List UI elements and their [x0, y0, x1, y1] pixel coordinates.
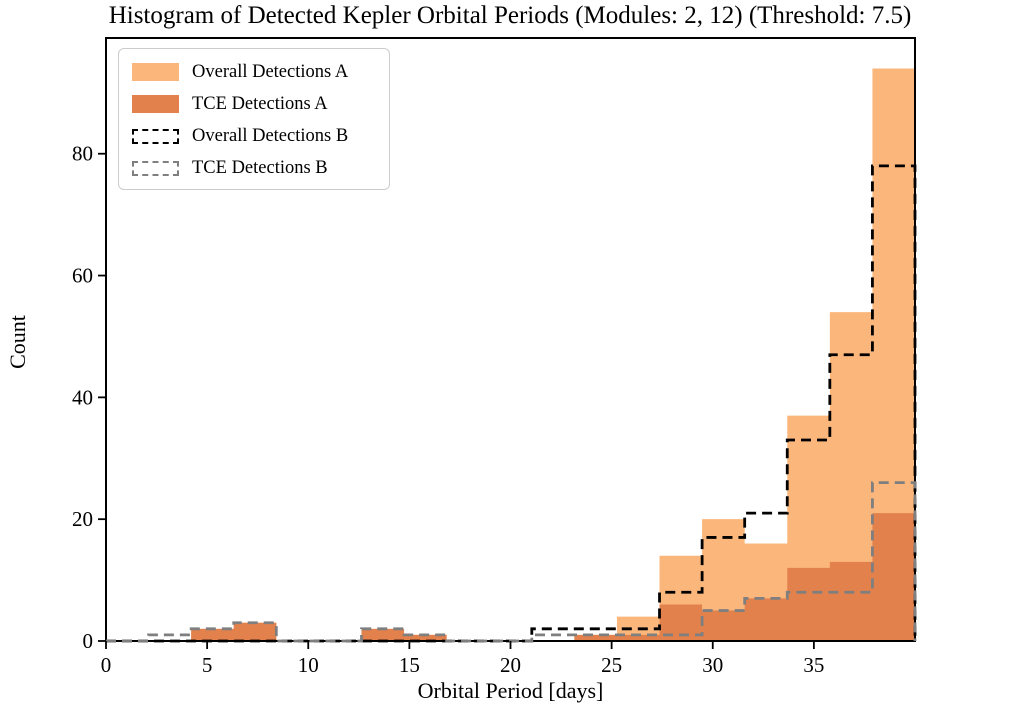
- x-axis-label: Orbital Period [days]: [417, 678, 604, 703]
- y-tick-label: 0: [83, 629, 94, 653]
- legend-item: Overall Detections B: [132, 120, 389, 152]
- x-tick-label: 10: [298, 653, 319, 677]
- legend-item: Overall Detections A: [132, 56, 389, 88]
- hist-overall-detections-b: [106, 164, 917, 643]
- x-tick-label: 15: [399, 653, 420, 677]
- legend-swatch-tce-detections-b: [132, 160, 179, 176]
- legend-item: TCE Detections A: [132, 88, 389, 120]
- y-tick-label: 60: [72, 264, 93, 288]
- hist-tce-detections-b: [106, 481, 917, 643]
- legend-label: TCE Detections A: [192, 93, 328, 114]
- y-tick-label: 20: [72, 507, 93, 531]
- legend-label: Overall Detections A: [192, 61, 349, 82]
- hist-tce-detections-a: [106, 513, 915, 641]
- x-tick-label: 20: [500, 653, 521, 677]
- y-tick-label: 80: [72, 142, 93, 166]
- x-tick-label: 35: [803, 653, 824, 677]
- y-tick-label: 40: [72, 385, 93, 409]
- x-tick-label: 25: [601, 653, 622, 677]
- x-tick-label: 0: [101, 653, 112, 677]
- legend-swatch-overall-detections-b: [132, 128, 179, 144]
- x-tick-label: 5: [202, 653, 213, 677]
- legend-label: TCE Detections B: [192, 157, 328, 178]
- legend: Overall Detections A TCE Detections A Over…: [118, 48, 390, 190]
- y-axis-label: Count: [5, 315, 30, 369]
- legend-label: Overall Detections B: [192, 125, 349, 146]
- chart-title: Histogram of Detected Kepler Orbital Per…: [108, 2, 912, 29]
- legend-swatch-tce-detections-a: [132, 95, 179, 113]
- legend-swatch-overall-detections-a: [132, 63, 179, 81]
- x-tick-label: 30: [702, 653, 723, 677]
- legend-item: TCE Detections B: [132, 152, 389, 184]
